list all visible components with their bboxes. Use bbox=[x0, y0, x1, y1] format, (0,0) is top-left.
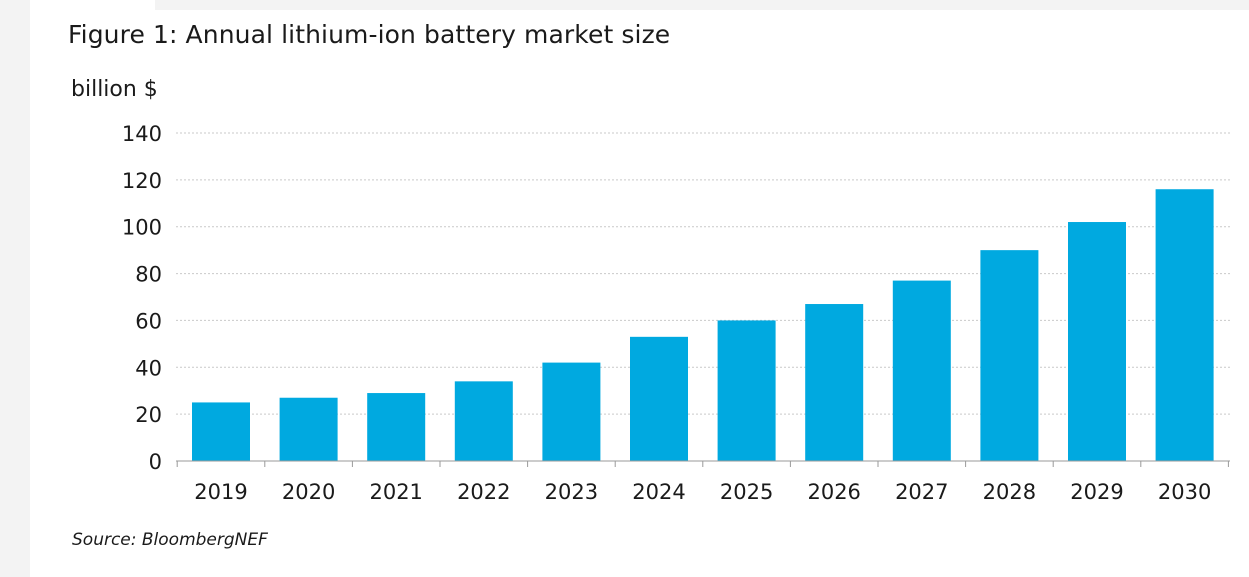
x-tick-label: 2030 bbox=[1158, 480, 1211, 504]
bar-2021 bbox=[367, 393, 426, 461]
x-axis bbox=[176, 460, 1230, 467]
x-tick-label: 2026 bbox=[807, 480, 860, 504]
left-margin-strip bbox=[0, 0, 30, 577]
x-tick-label: 2021 bbox=[369, 480, 422, 504]
y-tick-label: 140 bbox=[122, 122, 162, 146]
bar-2025 bbox=[717, 320, 776, 461]
chart-title: Figure 1: Annual lithium-ion battery mar… bbox=[68, 20, 671, 49]
y-tick-label: 100 bbox=[122, 216, 162, 240]
x-tick-label: 2025 bbox=[720, 480, 773, 504]
x-tick-label: 2022 bbox=[457, 480, 510, 504]
top-margin-strip bbox=[155, 0, 1249, 10]
x-tick-label: 2029 bbox=[1070, 480, 1123, 504]
y-tick-label: 120 bbox=[122, 169, 162, 193]
x-tick-label: 2024 bbox=[632, 480, 685, 504]
bar-2019 bbox=[192, 402, 250, 461]
bar-2023 bbox=[542, 362, 601, 461]
bar-2024 bbox=[630, 336, 688, 461]
x-tick-labels: 2019 2020 2021 2022 2023 2024 2025 2026 2027 2028… bbox=[194, 480, 1211, 504]
bar-2026 bbox=[805, 304, 864, 461]
x-tick-label: 2027 bbox=[895, 480, 948, 504]
bars bbox=[192, 189, 1214, 461]
x-tick-label: 2019 bbox=[194, 480, 247, 504]
y-axis-label: billion $ bbox=[71, 77, 158, 102]
y-tick-labels: 0 20 40 60 80 100 120 140 bbox=[122, 122, 162, 474]
bar-2020 bbox=[279, 397, 338, 461]
x-tick-label: 2020 bbox=[282, 480, 335, 504]
y-tick-label: 80 bbox=[135, 263, 162, 287]
x-tick-label: 2028 bbox=[983, 480, 1036, 504]
y-tick-label: 60 bbox=[135, 309, 162, 333]
y-tick-label: 40 bbox=[135, 356, 162, 380]
y-tick-label: 20 bbox=[135, 403, 162, 427]
bar-2030 bbox=[1155, 189, 1214, 461]
bar-2028 bbox=[980, 250, 1039, 461]
x-tick-label: 2023 bbox=[545, 480, 598, 504]
bar-2022 bbox=[454, 381, 513, 461]
y-tick-label: 0 bbox=[149, 450, 162, 474]
bar-2027 bbox=[892, 280, 951, 461]
bar-2029 bbox=[1068, 222, 1126, 461]
source-note: Source: BloombergNEF bbox=[72, 530, 268, 550]
